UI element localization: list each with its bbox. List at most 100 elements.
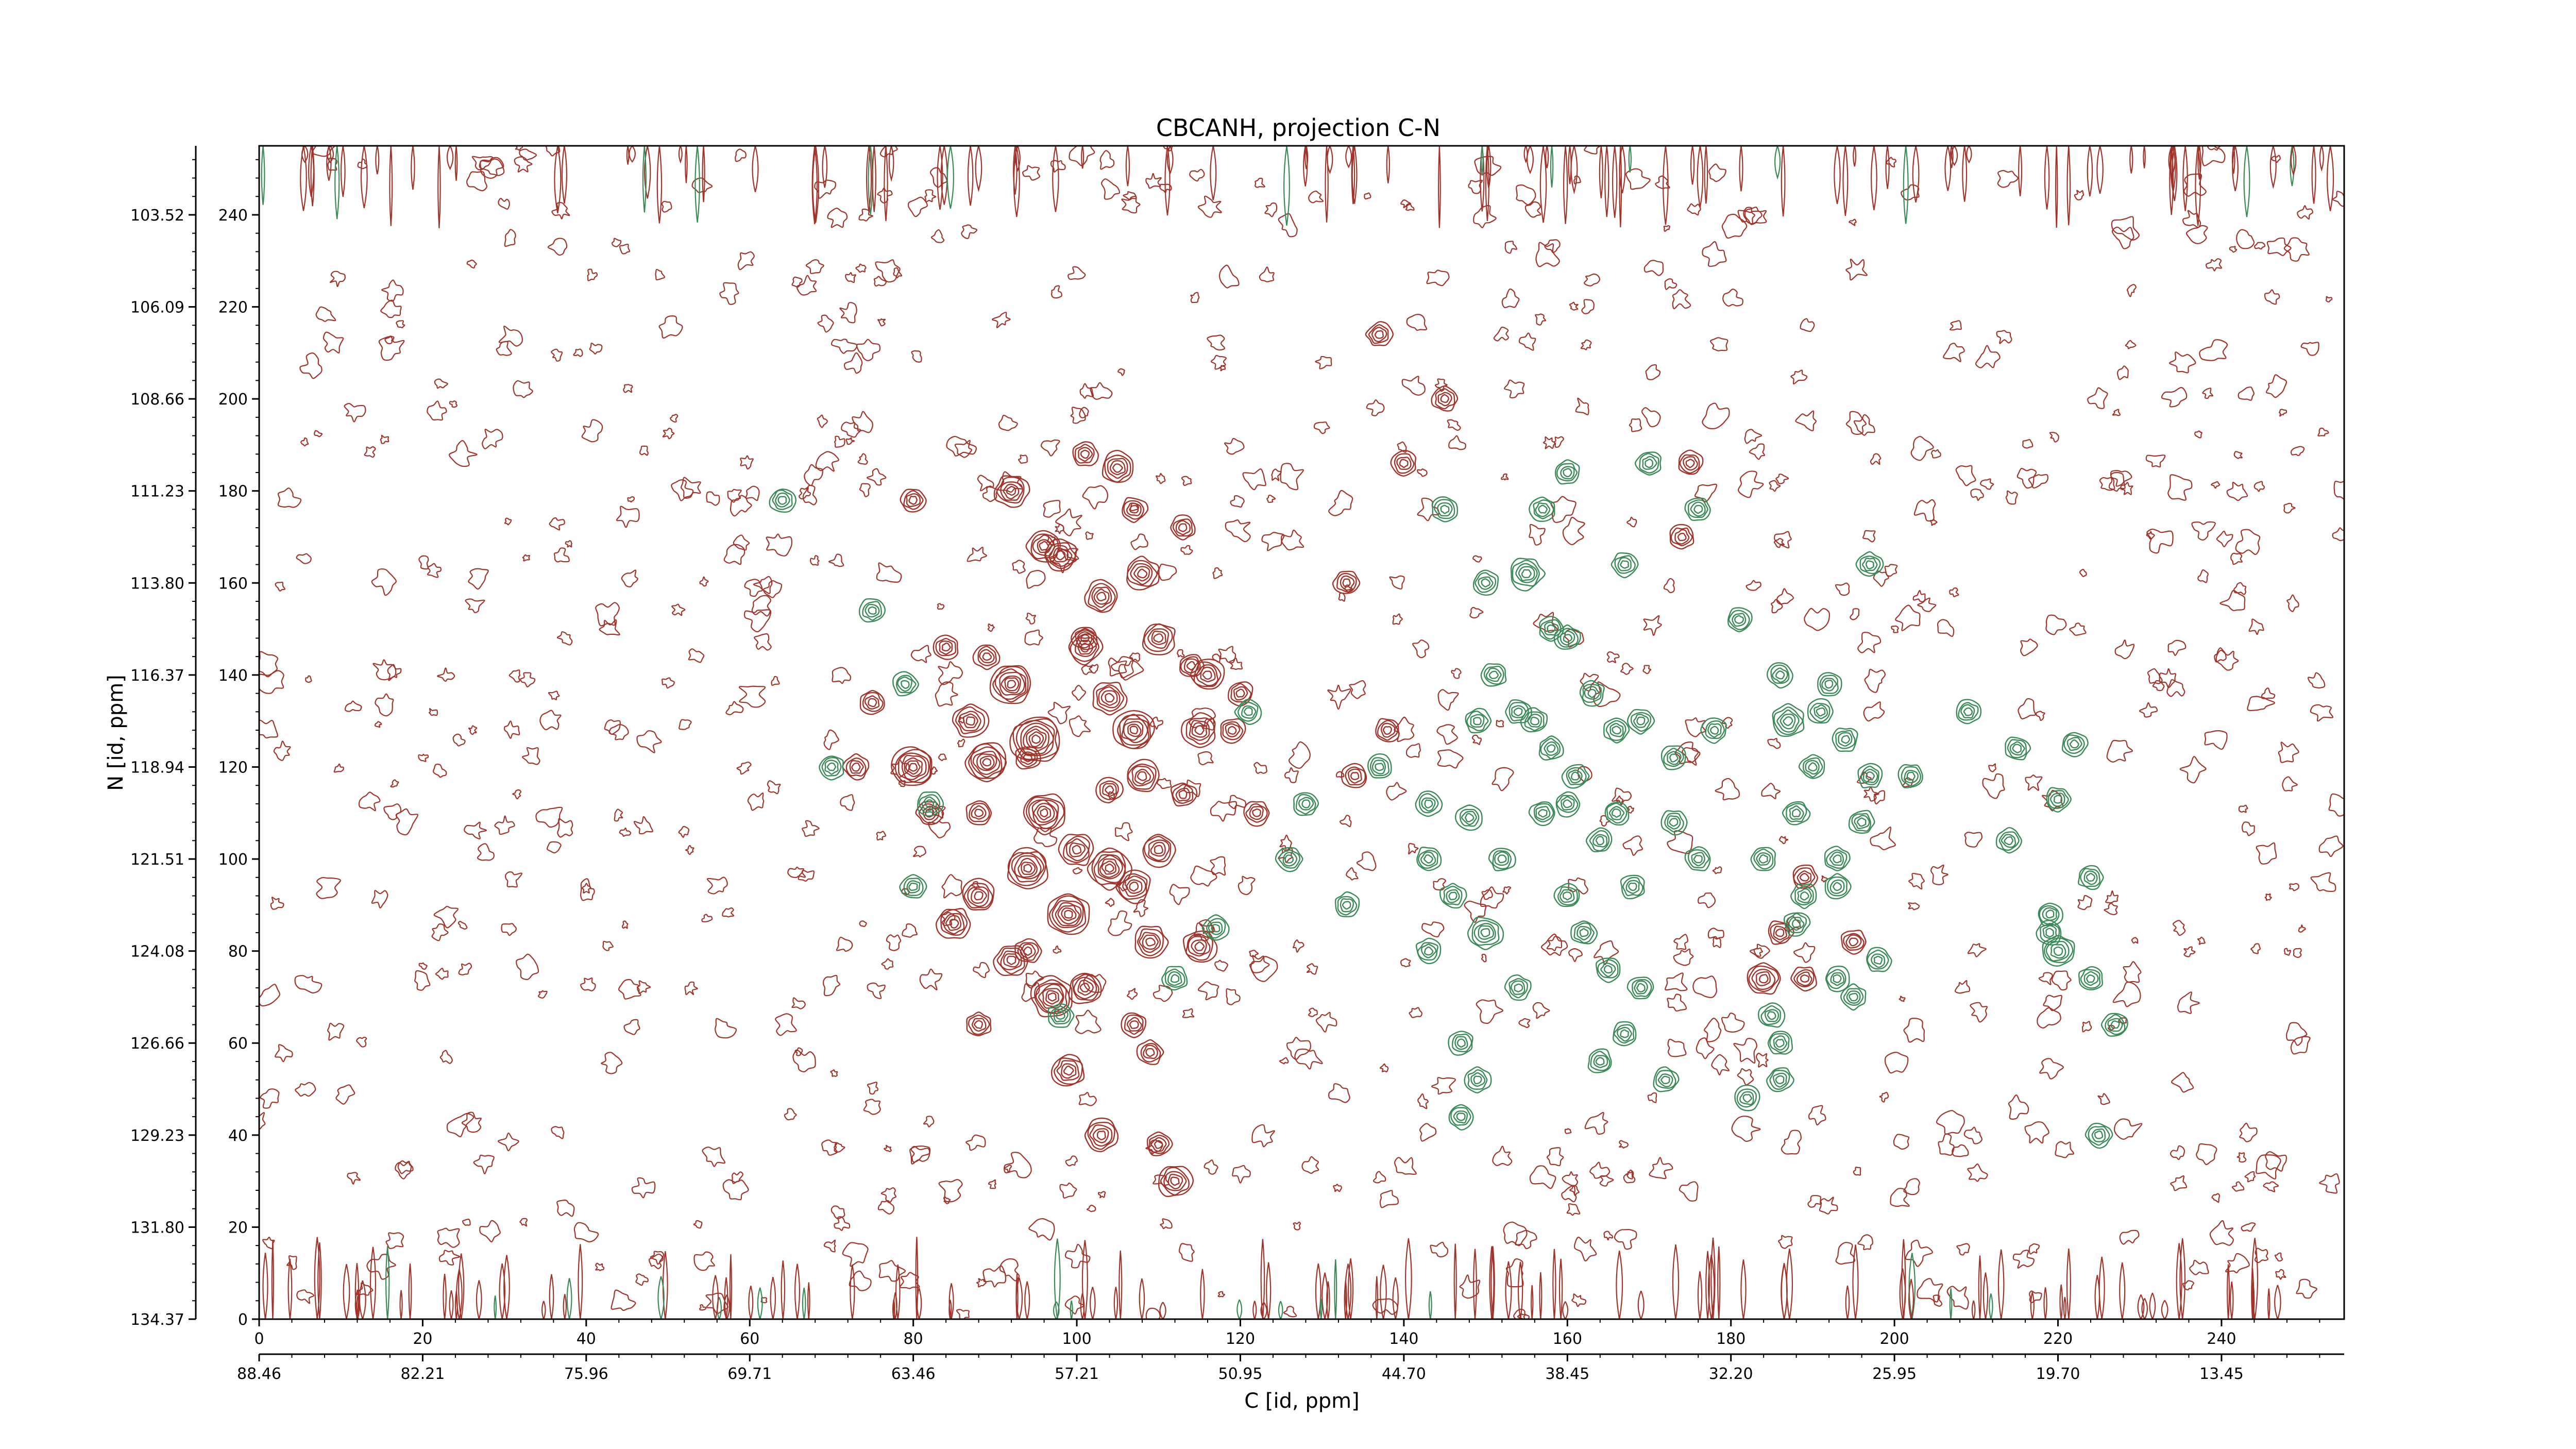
noise-contour [1790, 369, 1808, 385]
peak-contour [1683, 456, 1698, 471]
peak-contour [1112, 463, 1123, 473]
noise-contour [2106, 739, 2133, 763]
noise-contour [1476, 999, 1503, 1024]
peak-contour [894, 749, 931, 783]
noise-contour [1886, 157, 1897, 167]
peak-contour [1144, 836, 1172, 863]
peak-contour [1563, 468, 1572, 478]
noise-contour [830, 1069, 838, 1077]
edge-stripe [2231, 146, 2235, 174]
peak-contour [1432, 496, 1459, 523]
noise-contour [2229, 246, 2238, 253]
noise-contour [573, 348, 583, 357]
peak-contour [1053, 1008, 1069, 1022]
peak-contour [1295, 794, 1316, 815]
edge-stripe [1704, 146, 1708, 204]
noise-contour [414, 970, 431, 991]
peak-contour [1612, 726, 1622, 735]
peak-contour [1958, 702, 1979, 721]
peak-contour [2080, 969, 2101, 989]
noise-contour [1130, 533, 1148, 550]
edge-stripe [1740, 1259, 1747, 1319]
edge-stripe [1903, 146, 1909, 224]
peak-contour [1799, 872, 1810, 882]
noise-contour [1099, 150, 1115, 170]
y-index-tick-label: 140 [218, 667, 248, 685]
noise-contour [1800, 318, 1815, 332]
noise-contour [827, 207, 848, 228]
peak-contour [1079, 983, 1090, 992]
peak-contour [1553, 624, 1581, 650]
peak-contour [1848, 810, 1875, 834]
peak-contour [1530, 716, 1539, 726]
peak-contour [1566, 767, 1587, 785]
edge-stripe [915, 1237, 919, 1319]
noise-contour [2271, 155, 2281, 163]
peak-contour [1488, 848, 1516, 871]
edge-stripe [1951, 146, 1958, 166]
peak-contour [1509, 702, 1529, 721]
peak-contour [1153, 633, 1164, 643]
edge-stripe [1978, 1255, 1982, 1319]
noise-contour [1750, 943, 1770, 959]
edge-stripe [812, 146, 820, 223]
y-ppm-tick-label: 129.23 [130, 1127, 184, 1145]
noise-contour [1279, 834, 1292, 852]
peak-contour [993, 475, 1030, 508]
noise-contour [1394, 716, 1415, 743]
edge-stripe [261, 146, 265, 205]
noise-contour [2209, 1220, 2234, 1246]
noise-contour [852, 411, 873, 433]
peak-contour [1188, 936, 1211, 957]
noise-contour [1571, 1293, 1587, 1307]
noise-contour [2012, 1250, 2035, 1269]
noise-contour [2069, 622, 2087, 636]
noise-contour [2332, 191, 2344, 207]
edge-stripe [314, 1237, 320, 1319]
noise-contour [433, 905, 459, 929]
peak-contour [2043, 937, 2074, 964]
peak-contour [1301, 799, 1311, 808]
peak-contour [972, 644, 1001, 670]
peak-contour [868, 698, 877, 707]
noise-contour [2263, 1181, 2279, 1192]
noise-contour [954, 440, 973, 458]
peak-contour [1124, 1014, 1144, 1035]
edge-stripe [1949, 1288, 1953, 1319]
peak-contour [2039, 905, 2060, 925]
noise-contour [1903, 1018, 1925, 1043]
noise-contour [513, 380, 533, 398]
noise-contour [1912, 589, 1926, 603]
peak-contour [1121, 718, 1148, 744]
peak-contour [1131, 765, 1155, 787]
noise-contour [516, 953, 539, 980]
peak-contour [1684, 497, 1711, 521]
peak-contour [1069, 842, 1086, 857]
noise-contour [1553, 436, 1564, 448]
peak-contour [1467, 1069, 1488, 1090]
peak-contour [1667, 815, 1681, 830]
peak-contour [1014, 938, 1042, 963]
noise-contour [1145, 173, 1162, 189]
edge-stripe [446, 146, 454, 171]
edge-stripe [1266, 1262, 1272, 1319]
edge-stripe [1842, 146, 1849, 216]
noise-contour [431, 923, 449, 941]
peak-contour [1012, 718, 1058, 760]
noise-contour [1808, 1105, 1826, 1126]
noise-contour [437, 1227, 460, 1248]
edge-stripe [389, 146, 393, 226]
edge-stripe [2251, 1238, 2259, 1319]
edge-stripe [948, 1283, 954, 1319]
y-ppm-tick-label: 103.52 [130, 207, 184, 225]
x-index-tick-label: 160 [1553, 1330, 1582, 1348]
noise-contour [1738, 470, 1764, 498]
peak-contour [826, 762, 837, 771]
noise-contour [1963, 1126, 1983, 1144]
peak-contour [1049, 1005, 1071, 1025]
peak-contour [1101, 449, 1134, 483]
noise-contour [1024, 629, 1043, 646]
y-ppm-tick-label: 106.09 [130, 299, 184, 317]
noise-contour [886, 934, 902, 951]
noise-contour [1516, 184, 1536, 206]
